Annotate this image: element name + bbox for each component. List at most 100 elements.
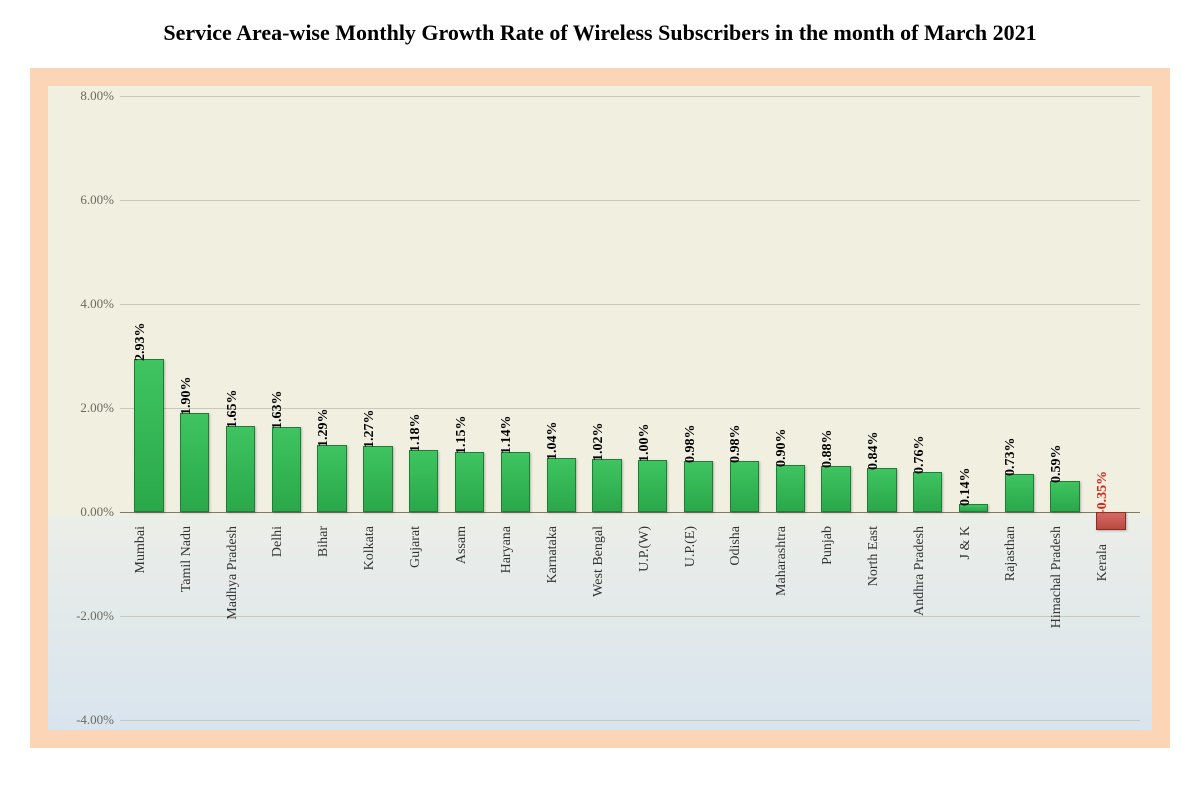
bar	[317, 445, 346, 512]
category-label: U.P.(E)	[683, 520, 699, 567]
value-label: 1.15%	[454, 415, 470, 454]
value-label: 0.88%	[820, 429, 836, 468]
category-label: Himachal Pradesh	[1049, 520, 1065, 628]
category-label: Haryana	[499, 520, 515, 573]
bar-slot: 0.84% North East	[859, 96, 905, 720]
chart-plot-background: -4.00% -2.00% 0.00% 2.00% 4.00% 6.00% 8.00% 2.…	[48, 86, 1152, 730]
category-label: Punjab	[820, 520, 836, 565]
category-label: Delhi	[270, 520, 286, 557]
y-tick-label: 0.00%	[56, 504, 114, 520]
value-label: 0.76%	[912, 436, 928, 475]
value-label: 0.98%	[683, 424, 699, 463]
value-label: 1.63%	[270, 390, 286, 429]
category-label: Maharashtra	[774, 520, 790, 596]
value-label: -0.35%	[1095, 471, 1111, 514]
category-label: Kerala	[1095, 538, 1111, 581]
bar-slot: 0.14% J & K	[951, 96, 997, 720]
bar	[501, 452, 530, 511]
bar-slot: 1.02% West Bengal	[584, 96, 630, 720]
value-label: 0.14%	[958, 468, 974, 507]
bar-slot: 0.73% Rajasthan	[996, 96, 1042, 720]
category-label: Mumbai	[133, 520, 149, 573]
category-label: Assam	[454, 520, 470, 564]
bar-slot: -0.35% Kerala	[1088, 96, 1134, 720]
y-tick-label: 2.00%	[56, 400, 114, 416]
bar	[226, 426, 255, 512]
bar	[272, 427, 301, 512]
value-label: 1.00%	[637, 423, 653, 462]
bar-slot: 1.15% Assam	[447, 96, 493, 720]
value-label: 0.59%	[1049, 445, 1065, 484]
bar-slot: 1.29% Bihar	[309, 96, 355, 720]
value-label: 1.14%	[499, 416, 515, 455]
bar	[821, 466, 850, 512]
bar	[638, 460, 667, 512]
bar	[684, 461, 713, 512]
bar-slot: 1.00% U.P.(W)	[630, 96, 676, 720]
bar-slot: 1.18% Gujarat	[401, 96, 447, 720]
bar-slot: 1.90% Tamil Nadu	[172, 96, 218, 720]
bar-slot: 0.59% Himachal Pradesh	[1042, 96, 1088, 720]
bar	[867, 468, 896, 512]
category-label: Odisha	[728, 520, 744, 566]
bar-slot: 1.63% Delhi	[263, 96, 309, 720]
y-tick-label: -4.00%	[56, 712, 114, 728]
value-label: 1.04%	[545, 421, 561, 460]
bar-slot: 1.14% Haryana	[493, 96, 539, 720]
bar	[730, 461, 759, 512]
value-label: 1.90%	[179, 376, 195, 415]
bar	[547, 458, 576, 512]
bar-slot: 0.98% Odisha	[722, 96, 768, 720]
category-label: J & K	[958, 520, 974, 559]
category-label: Kolkata	[362, 520, 378, 570]
bar	[180, 413, 209, 512]
bars-container: 2.93% Mumbai 1.90% Tamil Nadu 1.65% Madhya Pr…	[120, 96, 1140, 720]
value-label: 2.93%	[133, 323, 149, 362]
chart-outer-frame: -4.00% -2.00% 0.00% 2.00% 4.00% 6.00% 8.00% 2.…	[30, 68, 1170, 748]
value-label: 0.73%	[1003, 437, 1019, 476]
bar	[1096, 512, 1125, 530]
bar	[913, 472, 942, 512]
bar	[592, 459, 621, 512]
gridline	[120, 720, 1140, 721]
bar	[363, 446, 392, 512]
y-tick-label: 6.00%	[56, 192, 114, 208]
category-label: Gujarat	[408, 520, 424, 568]
bar-slot: 0.98% U.P.(E)	[676, 96, 722, 720]
value-label: 1.18%	[408, 414, 424, 453]
category-label: Rajasthan	[1003, 520, 1019, 581]
bar-slot: 1.27% Kolkata	[355, 96, 401, 720]
category-label: Karnataka	[545, 520, 561, 584]
y-tick-label: -2.00%	[56, 608, 114, 624]
value-label: 0.84%	[866, 432, 882, 471]
category-label: Bihar	[316, 520, 332, 557]
bar	[776, 465, 805, 512]
y-tick-label: 4.00%	[56, 296, 114, 312]
bar	[455, 452, 484, 512]
bar-slot: 1.65% Madhya Pradesh	[218, 96, 264, 720]
bar	[1050, 481, 1079, 512]
category-label: Tamil Nadu	[179, 520, 195, 592]
category-label: U.P.(W)	[637, 520, 653, 572]
bar-slot: 0.88% Punjab	[813, 96, 859, 720]
bar	[134, 359, 163, 511]
category-label: North East	[866, 520, 882, 586]
value-label: 0.90%	[774, 428, 790, 467]
category-label: West Bengal	[591, 520, 607, 597]
bar	[409, 450, 438, 511]
value-label: 0.98%	[728, 424, 744, 463]
bar-slot: 1.04% Karnataka	[538, 96, 584, 720]
bar	[1005, 474, 1034, 512]
bar-slot: 0.76% Andhra Pradesh	[905, 96, 951, 720]
value-label: 1.29%	[316, 408, 332, 447]
bar-slot: 0.90% Maharashtra	[767, 96, 813, 720]
plot-area: 2.93% Mumbai 1.90% Tamil Nadu 1.65% Madhya Pr…	[120, 96, 1140, 720]
category-label: Andhra Pradesh	[912, 520, 928, 616]
y-tick-label: 8.00%	[56, 88, 114, 104]
category-label: Madhya Pradesh	[225, 520, 241, 620]
value-label: 1.27%	[362, 409, 378, 448]
chart-title: Service Area-wise Monthly Growth Rate of…	[0, 0, 1200, 58]
value-label: 1.65%	[225, 389, 241, 428]
value-label: 1.02%	[591, 422, 607, 461]
bar-slot: 2.93% Mumbai	[126, 96, 172, 720]
